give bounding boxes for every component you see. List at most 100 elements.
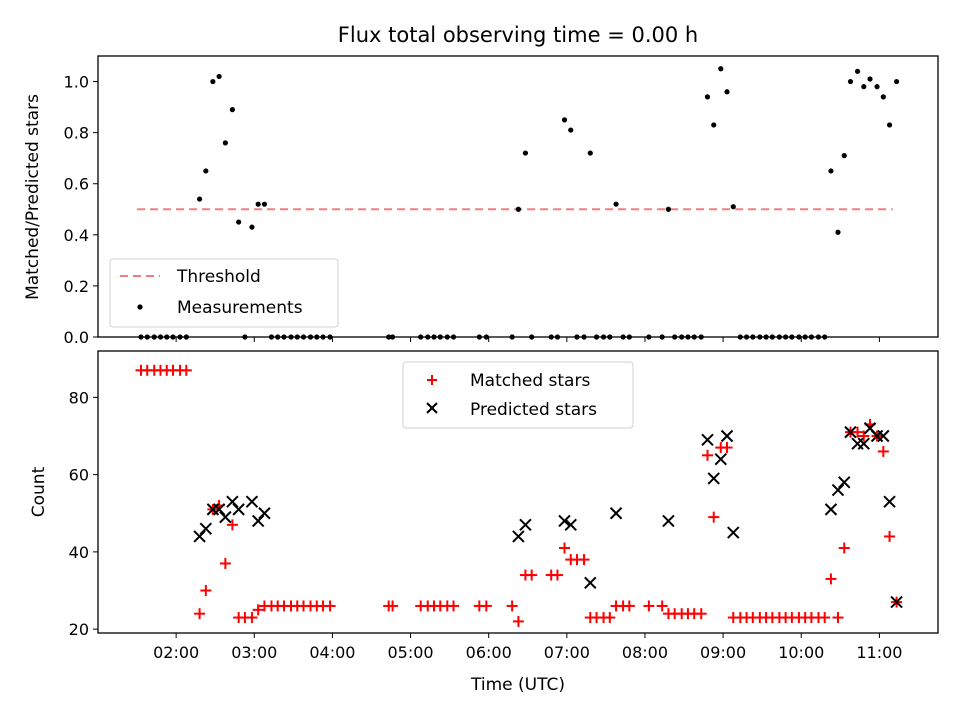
- matched-star-point: [219, 557, 231, 569]
- measurement-point: [236, 219, 242, 225]
- bottom-x-tick-label: 02:00: [153, 643, 199, 662]
- bottom-x-ticks: 02:00 03:00 04:00 05:00 06:00 07:00 08:00 09:00…: [153, 633, 902, 662]
- bottom-y-ticks: 20 40 60 80: [69, 388, 98, 639]
- measurement-point: [261, 201, 268, 207]
- matched-star-point: [884, 530, 896, 542]
- top-y-tick-label: 0.8: [64, 124, 89, 143]
- predicted-star-point: [584, 576, 597, 589]
- matched-star-point: [551, 569, 563, 581]
- predicted-star-point: [193, 530, 206, 543]
- matched-star-point: [604, 612, 616, 624]
- predicted-star-point: [212, 503, 226, 516]
- matched-star-point: [252, 604, 264, 616]
- matched-star-point: [701, 449, 713, 461]
- bottom-y-tick-label: 40: [69, 543, 89, 562]
- measurement-point: [196, 196, 203, 202]
- top-y-ticks: 0.0 0.2 0.4 0.6 0.8 1.0: [64, 73, 98, 347]
- measurement-point: [568, 127, 574, 133]
- measurement-point: [203, 168, 209, 174]
- predicted-star-point: [662, 514, 675, 528]
- measurement-point: [867, 76, 873, 82]
- legend-measurements-label: Measurements: [177, 298, 303, 318]
- matched-star-point: [877, 445, 889, 457]
- measurement-point: [704, 94, 711, 100]
- measurement-point: [841, 153, 847, 159]
- bottom-legend-box: [402, 361, 634, 429]
- bottom-y-tick-label: 20: [69, 620, 89, 639]
- predicted-star-point: [609, 507, 623, 520]
- measurement-point: [835, 229, 841, 235]
- predicted-star-point: [232, 503, 245, 516]
- matched-star-point: [448, 600, 460, 612]
- matched-star-point: [695, 608, 707, 620]
- legend-matched-swatch: [427, 375, 437, 385]
- matched-star-point: [578, 554, 590, 566]
- matched-star-point: [819, 612, 831, 624]
- bottom-x-tick-label: 10:00: [778, 643, 824, 662]
- matched-star-point: [708, 511, 720, 523]
- matched-star-point: [858, 430, 870, 442]
- legend-matched-label: Matched stars: [470, 371, 590, 391]
- measurement-point: [880, 94, 886, 100]
- measurement-point: [730, 204, 736, 210]
- top-axes-frame: [97, 55, 939, 338]
- top-y-tick-label: 0.0: [64, 328, 89, 347]
- predicted-star-point: [857, 437, 870, 450]
- top-panel: 0.0 0.2 0.4 0.6 0.8 1.0 Matched/Predicted sta…: [23, 55, 939, 347]
- measurement-point: [874, 84, 880, 90]
- matched-star-point: [246, 612, 258, 624]
- bottom-plot-area: [135, 364, 903, 627]
- bottom-x-tick-label: 04:00: [309, 643, 355, 662]
- bottom-x-tick-label: 03:00: [231, 643, 277, 662]
- predicted-star-point: [245, 495, 259, 508]
- matched-star-point: [558, 542, 570, 554]
- bottom-x-tick-label: 11:00: [856, 643, 902, 662]
- matched-star-point: [623, 600, 635, 612]
- matched-star-point: [180, 364, 192, 376]
- matched-star-point: [480, 600, 492, 612]
- measurement-point: [711, 122, 717, 128]
- matched-star-point: [852, 426, 864, 438]
- bottom-x-tick-label: 07:00: [544, 643, 590, 662]
- bottom-axes-frame: [97, 350, 939, 634]
- top-y-tick-label: 0.6: [64, 175, 89, 194]
- matched-star-point: [387, 600, 399, 612]
- predicted-star-point: [707, 472, 720, 485]
- measurement-point: [216, 73, 222, 80]
- predicted-star-point: [251, 514, 265, 528]
- top-y-tick-label: 0.4: [64, 226, 89, 245]
- predicted-star-point: [258, 507, 271, 520]
- top-y-tick-label: 0.2: [64, 277, 89, 296]
- predicted-star-point: [877, 429, 890, 443]
- predicted-star-point: [883, 495, 896, 508]
- top-x-ticks: [175, 337, 880, 342]
- measurement-point: [222, 140, 228, 146]
- matched-star-point: [643, 600, 655, 612]
- measurement-point: [847, 78, 854, 85]
- bottom-y-axis-label: Count: [29, 466, 49, 517]
- legend-threshold-label: Threshold: [176, 267, 261, 287]
- legend-measurements-swatch: [137, 304, 143, 310]
- measurement-point: [861, 84, 867, 90]
- predicted-star-point: [720, 429, 734, 443]
- measurement-point: [828, 168, 834, 174]
- measurement-point: [724, 89, 730, 95]
- predicted-star-point: [226, 495, 239, 508]
- bottom-x-tick-label: 09:00: [700, 643, 746, 662]
- matched-star-point: [832, 612, 844, 624]
- matched-star-point: [526, 569, 538, 581]
- bottom-x-tick-label: 06:00: [466, 643, 512, 662]
- predicted-star-point: [844, 425, 857, 439]
- matched-star-point: [194, 608, 206, 620]
- top-legend-box: [109, 258, 339, 328]
- matched-star-point: [324, 600, 336, 612]
- matched-star-point: [825, 573, 837, 585]
- measurement-point: [210, 78, 216, 85]
- chart-title: Flux total observing time = 0.00 h: [338, 23, 698, 47]
- measurement-point: [718, 66, 724, 72]
- predicted-star-point: [824, 503, 838, 516]
- predicted-star-point: [564, 518, 577, 532]
